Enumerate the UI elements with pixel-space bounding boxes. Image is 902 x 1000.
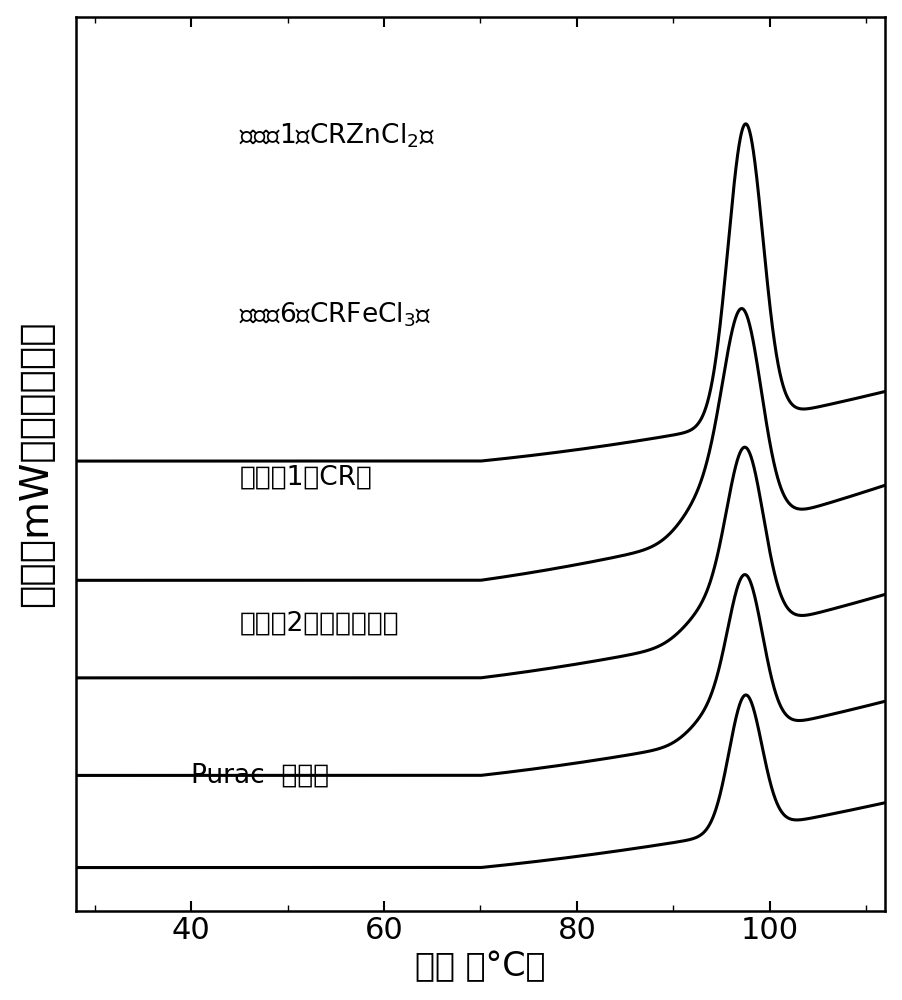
X-axis label: 温度 （°C）: 温度 （°C） — [415, 950, 546, 983]
Text: 对比例1（CR）: 对比例1（CR） — [239, 464, 373, 490]
Y-axis label: 热流（mW，吸热向上）: 热流（mW，吸热向上） — [16, 320, 55, 607]
Text: 实施例1（CRZnCl$_2$）: 实施例1（CRZnCl$_2$） — [239, 122, 436, 150]
Text: 对比例2（辛酸亚锡）: 对比例2（辛酸亚锡） — [239, 611, 399, 637]
Text: Purac  丙交酯: Purac 丙交酯 — [191, 762, 329, 788]
Text: 实施例6（CRFeCl$_3$）: 实施例6（CRFeCl$_3$） — [239, 301, 432, 329]
